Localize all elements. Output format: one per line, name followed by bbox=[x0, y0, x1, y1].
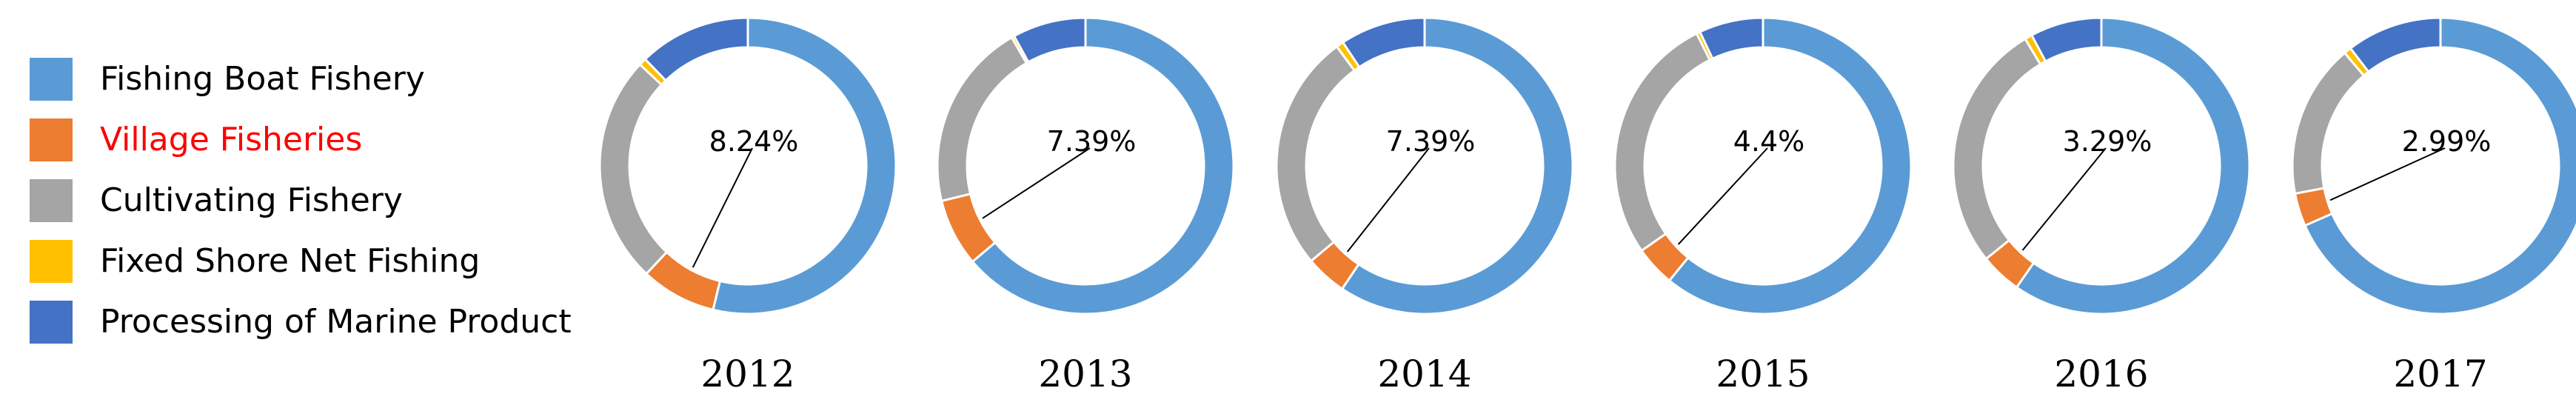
legend-label: Cultivating Fishery bbox=[100, 181, 403, 219]
donut-slice bbox=[712, 16, 897, 315]
donut-slice bbox=[1698, 16, 1764, 61]
callout-label: 7.39% bbox=[1386, 125, 1476, 158]
donut-slice bbox=[598, 62, 669, 275]
year-label: 2014 bbox=[1377, 352, 1471, 395]
year-label: 2017 bbox=[2393, 352, 2487, 395]
donut-chart-2014: 7.39% 2014 bbox=[1275, 16, 1574, 395]
donut-slice bbox=[643, 16, 749, 82]
donut-slice bbox=[936, 36, 1028, 203]
donut-slice bbox=[2015, 16, 2251, 315]
donut-slice bbox=[2303, 16, 2576, 315]
legend-label: Processing of Marine Product bbox=[100, 303, 572, 341]
donut-chart-2016: 3.29% 2016 bbox=[1952, 16, 2251, 395]
callout-leader-line bbox=[2329, 147, 2446, 201]
donut-slice bbox=[971, 16, 1235, 315]
year-label: 2013 bbox=[1038, 352, 1132, 395]
donut-slice bbox=[1613, 32, 1712, 253]
donut-chart-2012: 8.24% 2012 bbox=[598, 16, 897, 395]
legend-label: Village Fisheries bbox=[100, 121, 363, 158]
year-label: 2012 bbox=[700, 352, 794, 395]
callout-leader-line bbox=[1677, 147, 1768, 245]
callout-label: 4.4% bbox=[1733, 125, 1805, 158]
legend-swatch bbox=[30, 301, 73, 344]
donut-slice bbox=[2030, 16, 2103, 63]
donut-slice bbox=[1012, 16, 1087, 64]
legend-swatch bbox=[30, 118, 73, 161]
year-label: 2016 bbox=[2054, 352, 2148, 395]
callout-leader-line bbox=[982, 147, 1091, 219]
donut-slice bbox=[2291, 51, 2366, 195]
callout-label: 7.39% bbox=[1047, 125, 1137, 158]
legend-label: Fishing Boat Fishery bbox=[100, 60, 425, 98]
legend-swatch bbox=[30, 58, 73, 101]
legend-label: Fixed Shore Net Fishing bbox=[100, 242, 481, 280]
year-label: 2015 bbox=[1716, 352, 1810, 395]
legend-swatch bbox=[30, 179, 73, 222]
callout-label: 8.24% bbox=[709, 125, 799, 158]
donut-slice bbox=[2349, 16, 2442, 74]
callout-leader-line bbox=[692, 147, 753, 268]
donut-chart-2013: 7.39% 2013 bbox=[936, 16, 1235, 395]
callout-label: 2.99% bbox=[2402, 125, 2492, 158]
legend-swatch bbox=[30, 240, 73, 283]
callout-leader-line bbox=[1346, 147, 1430, 253]
donut-slice bbox=[1341, 16, 1426, 69]
donut-slice bbox=[1952, 37, 2042, 261]
donut-slice bbox=[1667, 16, 1913, 315]
donut-chart-2017: 2.99% 2017 bbox=[2291, 16, 2576, 395]
callout-leader-line bbox=[2021, 147, 2107, 251]
callout-label: 3.29% bbox=[2063, 125, 2152, 158]
donut-chart-2015: 4.4% 2015 bbox=[1613, 16, 1913, 395]
donut-slice bbox=[1340, 16, 1574, 315]
donut-slice bbox=[1275, 44, 1356, 263]
